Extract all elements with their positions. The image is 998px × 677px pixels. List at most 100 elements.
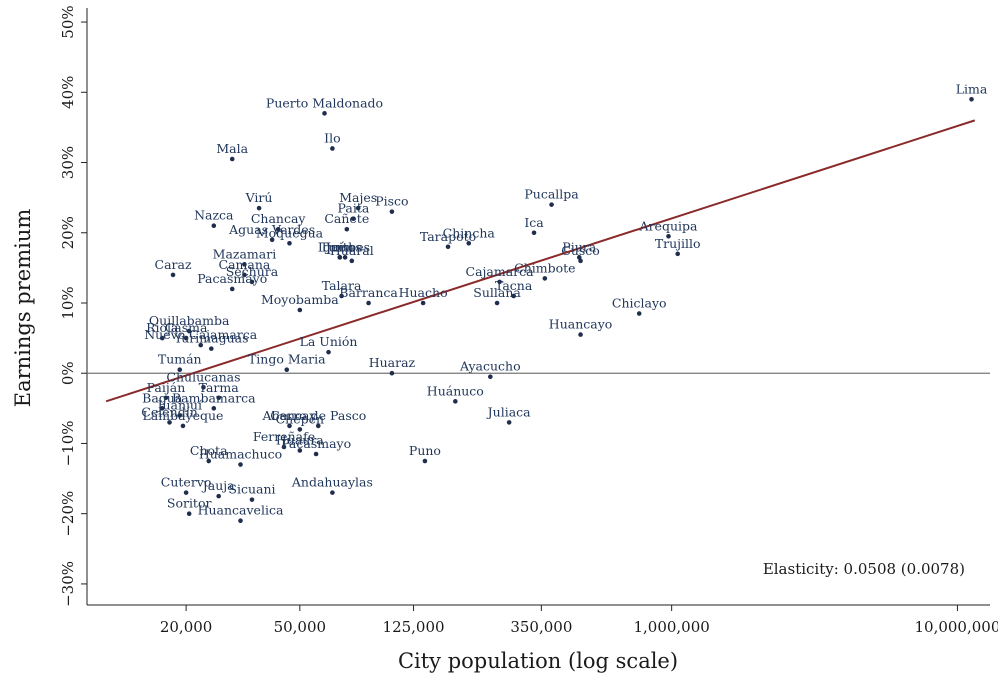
x-tick-label: 20,000	[160, 618, 213, 636]
data-point	[238, 462, 243, 467]
data-point	[249, 497, 255, 502]
data-point	[256, 205, 262, 211]
data-point	[389, 209, 395, 214]
point-label: Huánuco	[427, 383, 484, 398]
point-label: Huancavelica	[198, 503, 284, 518]
data-point	[322, 111, 327, 116]
x-tick-label: 1,000,000	[633, 618, 709, 636]
data-point	[208, 346, 214, 351]
data-point	[216, 493, 221, 499]
data-point	[326, 349, 331, 355]
point-label: Juanjuí	[155, 397, 202, 412]
fit-line	[105, 119, 976, 403]
data-point	[159, 335, 165, 341]
point-label: Sechura	[226, 264, 279, 279]
point-label: Abancay	[261, 408, 317, 423]
data-point	[159, 406, 165, 411]
data-point	[494, 300, 500, 306]
data-point	[445, 244, 451, 250]
data-point	[201, 384, 206, 390]
x-axis-title: City population (log scale)	[398, 649, 678, 673]
data-point	[229, 286, 235, 292]
y-tick-label: 10%	[59, 286, 77, 319]
point-label: Moquegua	[256, 225, 324, 240]
point-label: Chota	[190, 443, 228, 458]
point-label: Pacasmayo	[197, 271, 267, 286]
point-label: Piura	[562, 239, 596, 254]
data-point	[167, 420, 172, 425]
point-label: Majes	[339, 190, 377, 205]
data-point	[330, 490, 335, 495]
data-point	[163, 395, 169, 401]
point-label: Pacasmayo	[281, 436, 351, 451]
data-point	[315, 423, 321, 429]
data-point	[281, 444, 287, 450]
data-point	[488, 374, 493, 380]
point-label: Huamachuco	[199, 447, 282, 462]
point-label: Huaral	[330, 243, 374, 258]
data-point	[183, 335, 189, 341]
y-tick-label: −20%	[59, 491, 77, 537]
point-label: Mala	[216, 141, 248, 156]
x-tick-label: 125,000	[383, 618, 445, 636]
data-point	[297, 307, 303, 313]
point-label: Talara	[322, 278, 362, 293]
data-point	[330, 146, 335, 151]
data-point	[366, 300, 371, 306]
point-label: Chimbote	[514, 260, 575, 275]
x-tick-label: 350,000	[510, 618, 572, 636]
data-point	[242, 262, 247, 267]
data-point	[211, 406, 217, 411]
data-point	[216, 395, 221, 401]
point-label: Camana	[219, 257, 271, 272]
data-point	[337, 255, 343, 260]
data-point	[229, 156, 235, 162]
x-axis-ticks: 20,000 50,000 125,000 350,000 1,000,000 10,00…	[160, 605, 998, 636]
data-point	[269, 237, 275, 243]
data-point	[636, 311, 642, 316]
point-label: Quillabamba	[149, 313, 230, 328]
data-point	[389, 370, 395, 376]
data-point	[344, 226, 350, 232]
data-point	[206, 458, 212, 464]
point-label: Bambamarca	[172, 390, 256, 405]
point-label: Ayacucho	[459, 359, 521, 374]
point-label: Pisco	[375, 194, 408, 209]
point-label: Aguas Verdes	[228, 222, 315, 237]
point-label: Paita	[338, 201, 370, 216]
point-label: Lima	[956, 81, 988, 96]
point-label: Tingo Maria	[248, 352, 326, 367]
point-label: Iquitos	[318, 239, 362, 254]
data-point	[284, 367, 290, 373]
point-label: Cañete	[324, 211, 369, 226]
point-label: Tumán	[158, 352, 202, 367]
point-label: Tacna	[495, 278, 533, 293]
y-axis-title: Earnings premium	[11, 209, 35, 408]
data-point	[349, 258, 355, 264]
data-point	[180, 423, 186, 429]
point-label: Nazca	[194, 208, 234, 223]
point-label: Puerto Maldonado	[266, 95, 383, 110]
point-label: Pucallpa	[524, 187, 579, 202]
point-label: Huaura	[276, 432, 324, 447]
point-label: Chepén	[276, 411, 324, 426]
point-label: Cutervo	[161, 475, 212, 490]
y-tick-label: −10%	[59, 420, 77, 466]
data-point	[211, 223, 217, 229]
point-label: Jauja	[201, 478, 235, 493]
point-label: Soritor	[167, 496, 212, 511]
data-point	[969, 97, 974, 102]
elasticity-annotation: Elasticity: 0.0508 (0.0078)	[763, 560, 965, 578]
point-label: Caraz	[155, 257, 192, 272]
data-point	[355, 205, 361, 211]
point-label: Chancay	[251, 211, 307, 226]
x-tick-label: 50,000	[274, 618, 327, 636]
data-point	[549, 202, 554, 207]
point-label: Jaén	[324, 239, 354, 254]
data-point	[249, 279, 255, 285]
point-label: Trujillo	[655, 236, 701, 251]
point-label: Barranca	[339, 285, 398, 300]
y-tick-label: −30%	[59, 561, 77, 607]
point-label: Sicuani	[228, 482, 275, 497]
point-label: Celendín	[141, 404, 197, 419]
